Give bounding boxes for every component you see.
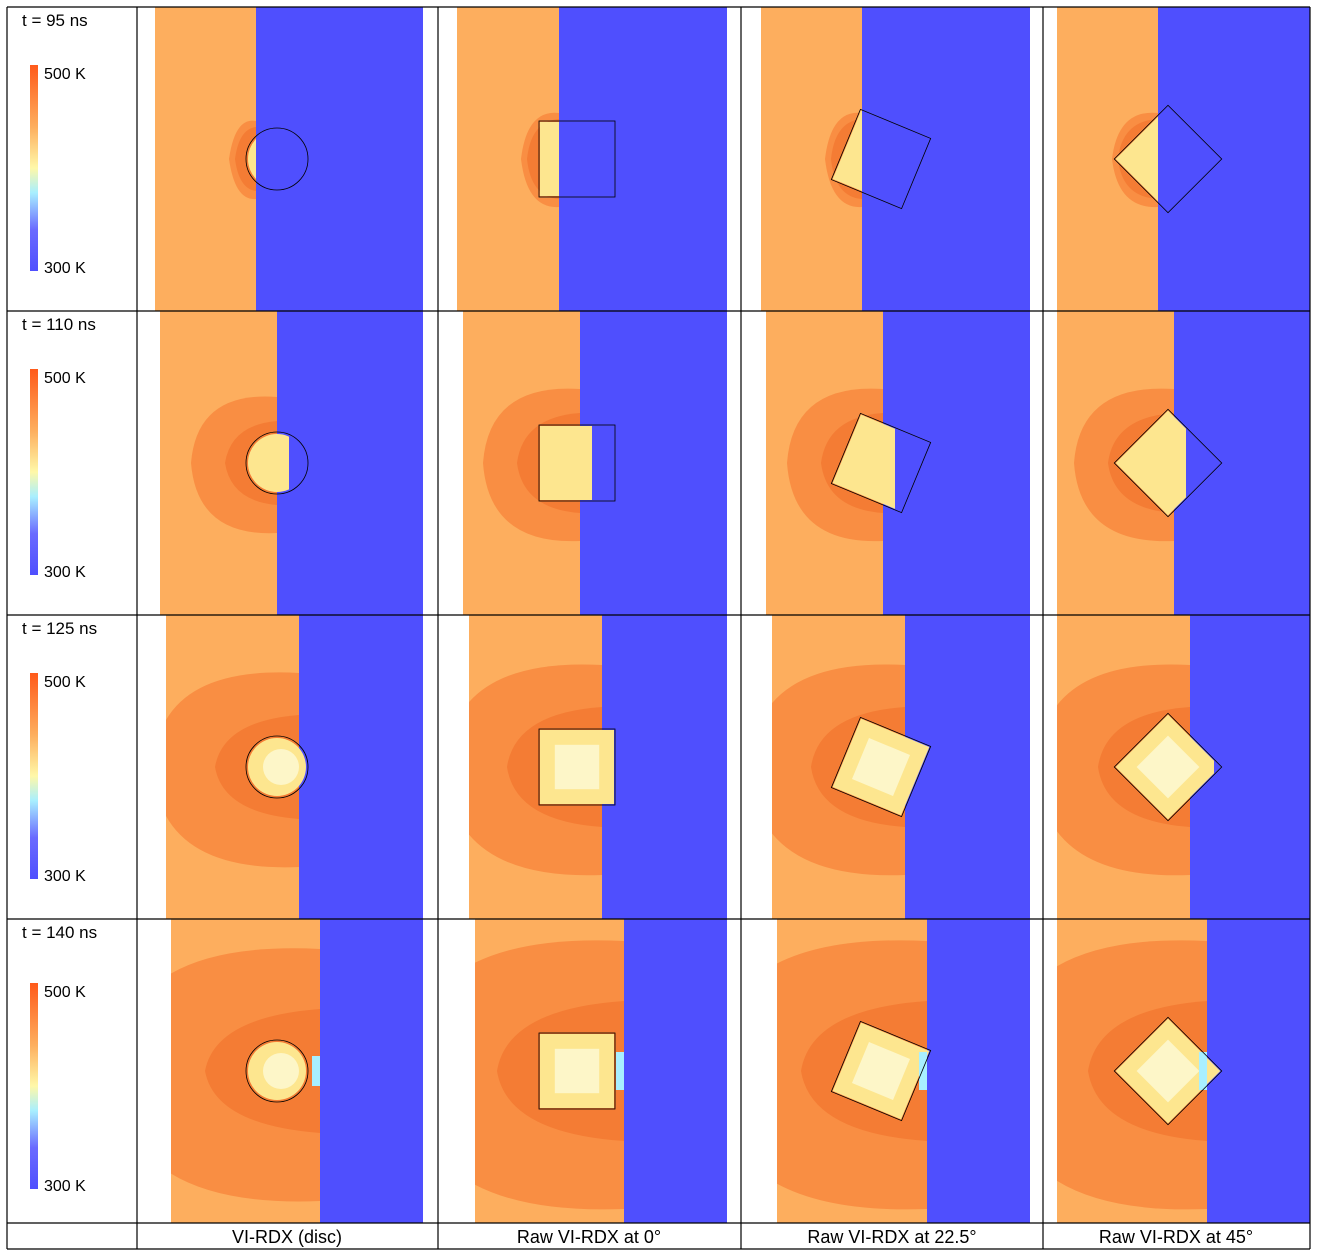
panel-r4-c3 bbox=[777, 919, 1030, 1223]
panel-r1-c1 bbox=[155, 7, 423, 311]
colorbar-max-label: 500 K bbox=[44, 984, 86, 1001]
colorbar-min-label: 300 K bbox=[44, 1178, 86, 1195]
row-time-label: t = 125 ns bbox=[22, 619, 97, 638]
colorbar bbox=[30, 65, 38, 271]
particle-outline bbox=[538, 728, 616, 806]
table-grid-lines bbox=[6, 6, 1311, 1250]
particle-outline bbox=[1113, 408, 1223, 518]
particle-outline bbox=[1113, 104, 1223, 214]
panel-r3-c3 bbox=[772, 615, 1030, 919]
particle-heated bbox=[540, 1034, 624, 1108]
panel-r2-c1 bbox=[160, 311, 423, 615]
particle-outline bbox=[1113, 1016, 1223, 1126]
particle-heated bbox=[248, 1042, 320, 1100]
particle-heated bbox=[832, 1022, 930, 1120]
column-label: Raw VI-RDX at 22.5° bbox=[807, 1227, 976, 1247]
panel-r3-c4 bbox=[1057, 615, 1310, 919]
panel-r3-c2 bbox=[469, 615, 727, 919]
particle-outline bbox=[245, 735, 309, 799]
colorbar-min-label: 300 K bbox=[44, 260, 86, 277]
colorbar-max-label: 500 K bbox=[44, 370, 86, 387]
particle-heated bbox=[248, 139, 256, 179]
column-label: Raw VI-RDX at 0° bbox=[517, 1227, 661, 1247]
column-label: Raw VI-RDX at 45° bbox=[1099, 1227, 1253, 1247]
row-time-label: t = 140 ns bbox=[22, 923, 97, 942]
particle-heated bbox=[540, 426, 592, 500]
particle-heated bbox=[248, 738, 306, 796]
panel-r1-c4 bbox=[1057, 7, 1310, 311]
panel-r2-c3 bbox=[766, 311, 1030, 615]
particle-outline bbox=[538, 1032, 616, 1110]
colorbar bbox=[30, 983, 38, 1189]
particle-heated bbox=[1115, 714, 1214, 820]
colorbar-max-label: 500 K bbox=[44, 66, 86, 83]
panel-r1-c2 bbox=[457, 7, 727, 311]
particle-heated bbox=[1115, 106, 1158, 212]
row-time-label: t = 110 ns bbox=[22, 315, 96, 334]
particle-outline bbox=[538, 120, 616, 198]
panel-r2-c4 bbox=[1057, 311, 1310, 615]
colorbar bbox=[30, 369, 38, 575]
colorbar-min-label: 300 K bbox=[44, 868, 86, 885]
particle-heated bbox=[832, 110, 862, 208]
particle-outline bbox=[830, 716, 932, 818]
row-time-label: t = 95 ns bbox=[22, 11, 88, 30]
panel-r4-c2 bbox=[475, 919, 727, 1223]
panel-r1-c3 bbox=[761, 7, 1030, 311]
particle-outline bbox=[830, 108, 932, 210]
particle-outline bbox=[538, 424, 616, 502]
colorbar bbox=[30, 673, 38, 879]
particle-outline bbox=[245, 431, 309, 495]
particle-heated bbox=[540, 730, 614, 804]
panel-r4-c1 bbox=[171, 919, 423, 1223]
colorbar-max-label: 500 K bbox=[44, 674, 86, 691]
particle-outline bbox=[830, 412, 932, 514]
particle-heated bbox=[832, 718, 929, 816]
panel-r2-c2 bbox=[463, 311, 727, 615]
particle-outline bbox=[830, 1020, 932, 1122]
column-label: VI-RDX (disc) bbox=[232, 1227, 342, 1247]
particle-outline bbox=[1113, 712, 1223, 822]
particle-outline bbox=[245, 127, 309, 191]
panel-r4-c4 bbox=[1057, 919, 1310, 1223]
particle-outline bbox=[245, 1039, 309, 1103]
particle-heated bbox=[832, 414, 895, 512]
colorbar-min-label: 300 K bbox=[44, 564, 86, 581]
particle-heated bbox=[1115, 1018, 1221, 1124]
particle-heated bbox=[540, 122, 559, 196]
particle-heated bbox=[248, 434, 289, 492]
panel-r3-c1 bbox=[166, 615, 423, 919]
